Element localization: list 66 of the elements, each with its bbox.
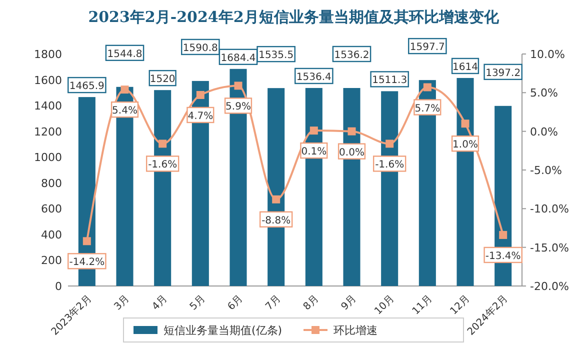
data-label: -13.4%	[485, 250, 521, 262]
data-label: 1511.3	[372, 75, 408, 86]
x-tick-label: 12月	[448, 293, 472, 318]
data-label: 0.0%	[339, 147, 364, 158]
point	[120, 86, 129, 94]
data-label: 1597.7	[410, 42, 445, 54]
data-label: 1397.2	[486, 68, 521, 79]
chart-title: 2023年2月-2024年2月短信业务量当期值及其环比增速变化	[88, 8, 500, 26]
x-tick-label: 6月	[226, 293, 246, 313]
y2-tick-label: 5.0%	[530, 86, 558, 100]
x-tick-label: 10月	[372, 293, 397, 318]
point	[196, 90, 204, 99]
data-label: 1520	[150, 74, 176, 86]
y-tick-label: 1800	[34, 48, 62, 61]
data-label: 5.9%	[226, 102, 251, 113]
data-label: 4.7%	[188, 110, 214, 122]
y-tick-label: 800	[41, 176, 62, 190]
y2-tick-label: -20.0%	[530, 280, 569, 293]
x-tick-label: 8月	[302, 293, 321, 313]
data-label: 1536.4	[296, 72, 332, 83]
point	[82, 237, 91, 246]
x-tick-label: 4月	[150, 293, 170, 313]
point	[499, 230, 508, 239]
data-label: 1536.2	[334, 50, 370, 61]
point	[423, 83, 432, 92]
y-tick-label: 1000	[34, 151, 62, 164]
y-tick-label: 1200	[34, 125, 62, 138]
y-tick-label: 600	[41, 202, 62, 216]
point	[386, 140, 394, 148]
legend-label: 短信业务量当期值(亿条)	[164, 324, 282, 337]
data-label: 5.4%	[112, 106, 138, 117]
point	[310, 126, 318, 135]
y-tick-label: 400	[41, 228, 62, 242]
data-label: 5.7%	[414, 103, 440, 114]
y2-tick-label: 0.0%	[530, 125, 558, 138]
data-label: -14.2%	[69, 257, 105, 268]
data-label: 1.0%	[452, 140, 478, 151]
data-label: -1.6%	[375, 160, 404, 171]
x-tick-label: 9月	[339, 293, 359, 313]
data-label: 0.1%	[301, 146, 327, 158]
data-label: 1535.5	[258, 50, 294, 62]
x-tick-label: 5月	[188, 293, 208, 313]
point	[158, 140, 167, 148]
y2-tick-label: -5.0%	[530, 164, 562, 177]
x-tick-label: 11月	[410, 293, 434, 318]
point	[272, 195, 280, 204]
y2-tick-label: -10.0%	[530, 202, 569, 216]
data-label: -1.6%	[148, 160, 178, 171]
y2-tick-label: -15.0%	[530, 241, 569, 254]
x-tick-label: 7月	[264, 293, 284, 313]
x-tick-label: 3月	[112, 293, 132, 313]
point	[348, 127, 356, 136]
data-label: 1544.8	[107, 48, 142, 60]
data-label: -8.8%	[262, 215, 291, 226]
legend-label: 环比增速	[334, 324, 378, 337]
data-label: 1590.8	[182, 42, 218, 54]
y-tick-label: 1400	[34, 100, 62, 113]
y-tick-label: 1600	[34, 74, 62, 87]
point	[461, 120, 470, 128]
data-label: 1465.9	[69, 81, 104, 92]
point	[234, 82, 242, 90]
y2-tick-label: 10.0%	[530, 48, 565, 61]
y-tick-label: 200	[41, 254, 62, 268]
y-tick-label: 0	[55, 280, 62, 293]
data-label: 1614	[452, 62, 478, 73]
data-label: 1684.4	[220, 52, 256, 64]
